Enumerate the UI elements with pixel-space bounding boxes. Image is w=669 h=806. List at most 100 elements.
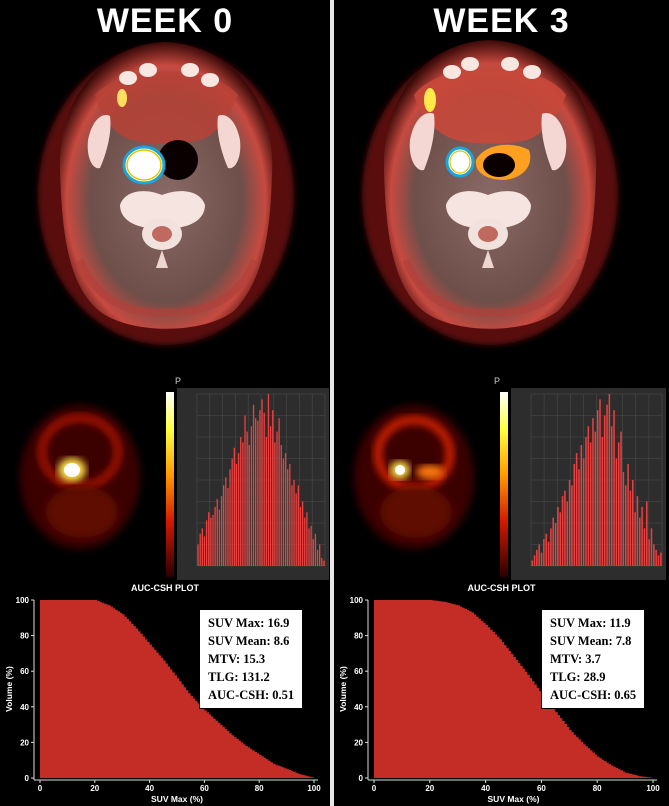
histogram-bar: [269, 426, 272, 566]
histogram-bar: [594, 431, 597, 566]
histogram-bar: [205, 520, 208, 566]
csh-x-tick-label: 60: [200, 784, 209, 793]
mip-image: [20, 405, 140, 549]
histogram-bar: [636, 496, 639, 566]
stat-tlg: TLG: 28.9: [550, 670, 606, 684]
histogram-bar: [631, 480, 634, 566]
histogram-bar: [229, 469, 231, 566]
histogram-bar: [543, 539, 545, 566]
histogram-bar: [212, 514, 214, 566]
histogram-bar: [582, 458, 585, 566]
histogram-bar: [571, 485, 573, 566]
histogram-bar: [201, 528, 203, 566]
csh-plot: 0 20 40 60 80 100 0 20 40 60 80 100 SUV Max (%) Volum…: [338, 596, 660, 804]
histogram-bar: [255, 418, 257, 566]
stat-mtv: MTV: 15.3: [208, 652, 266, 666]
stat-suv-max: SUV Max: 16.9: [208, 616, 290, 630]
histogram-bar: [547, 541, 550, 566]
histogram-bar: [650, 528, 653, 566]
mip-image: [354, 405, 474, 549]
histogram-bar: [620, 431, 622, 566]
histogram-bar: [223, 485, 225, 566]
csh-y-axis-label: Volume (%): [4, 666, 14, 712]
histogram-bar: [608, 394, 611, 566]
histogram-bar: [203, 536, 206, 566]
histogram-bar: [564, 490, 566, 566]
histogram-bar: [306, 512, 308, 566]
csh-y-tick-label: 20: [20, 738, 29, 747]
histogram-bar: [231, 458, 233, 566]
histogram-bar: [643, 528, 646, 566]
histogram-bar: [289, 463, 291, 566]
histogram-bar: [538, 544, 540, 566]
csh-y-tick-label: 80: [20, 632, 29, 641]
csh-x-tick-label: 40: [145, 784, 154, 793]
csh-x-axis-label: SUV Max (%): [151, 794, 203, 804]
stat-suv-mean: SUV Mean: 8.6: [208, 634, 290, 648]
csh-y-tick-label: 60: [354, 667, 363, 676]
histogram-bar: [220, 496, 223, 566]
histogram-bar: [216, 498, 218, 566]
histogram-bar: [610, 426, 613, 566]
stat-auc-csh: AUC-CSH: 0.51: [208, 688, 295, 702]
histogram-bar: [316, 549, 319, 566]
histogram-bar: [592, 418, 594, 566]
csh-x-axis-label: SUV Max (%): [488, 794, 540, 804]
histogram-bar: [240, 437, 242, 566]
histogram-bar: [295, 493, 297, 566]
histogram-bar: [531, 560, 533, 566]
histogram-bar: [575, 453, 578, 566]
histogram-bar: [259, 410, 261, 566]
histogram-bar: [554, 523, 557, 566]
csh-plot: 0 20 40 60 80 100 0 20 40 60 80 100 SUV Max (%) Volum…: [4, 596, 321, 804]
panel-divider: [330, 0, 334, 806]
histogram-bar: [272, 410, 274, 566]
csh-x-tick-label: 0: [38, 784, 43, 793]
csh-y-tick-label: 0: [25, 774, 30, 783]
csh-y-tick-label: 100: [16, 596, 30, 605]
csh-y-tick-label: 0: [359, 774, 364, 783]
week-title: WEEK 0: [96, 2, 234, 40]
histogram-bar: [561, 496, 564, 566]
csh-x-tick-label: 20: [90, 784, 99, 793]
histogram-bar: [589, 442, 592, 566]
histogram-bar: [301, 501, 304, 566]
histogram-bar: [550, 528, 552, 566]
histogram-bar: [536, 549, 538, 566]
histogram-bar: [323, 560, 325, 566]
histogram-bar: [622, 471, 625, 566]
histogram-bar: [568, 480, 571, 566]
csh-x-tick-label: 40: [481, 784, 490, 793]
histogram-bar: [237, 453, 240, 566]
stats-box: SUV Max: 11.9 SUV Mean: 7.8 MTV: 3.7 TLG…: [541, 609, 646, 709]
histogram-bar: [274, 442, 276, 566]
histogram-bar: [627, 463, 629, 566]
stat-suv-max: SUV Max: 11.9: [550, 616, 631, 630]
histogram-bar: [250, 426, 253, 566]
histogram-bar: [310, 525, 312, 566]
histogram-bar: [314, 533, 317, 566]
histogram-bar: [634, 512, 636, 566]
histogram-bar: [308, 528, 310, 566]
histogram-bar: [287, 469, 289, 566]
auc-csh-plot-title: AUC-CSH PLOT: [467, 583, 536, 593]
histogram-bar: [624, 485, 627, 566]
histogram-bar: [657, 555, 660, 566]
csh-x-tick-label: 0: [372, 784, 377, 793]
csh-x-tick-label: 80: [255, 784, 264, 793]
histogram-bar: [197, 544, 199, 566]
color-scale-bar: [166, 392, 174, 577]
histogram-bar: [566, 501, 569, 566]
histogram-bar: [545, 533, 547, 566]
pet-ct-image: [0, 0, 330, 382]
stat-tlg: TLG: 131.2: [208, 670, 270, 684]
csh-y-tick-label: 80: [354, 632, 363, 641]
histogram-bar: [214, 506, 216, 566]
histogram-bar: [248, 445, 250, 566]
csh-area: [40, 600, 314, 778]
histogram-bar: [603, 415, 606, 566]
histogram-bar: [639, 517, 641, 566]
histogram-bar: [312, 539, 314, 566]
suv-histogram: [177, 388, 329, 580]
histogram-bar: [321, 557, 323, 566]
